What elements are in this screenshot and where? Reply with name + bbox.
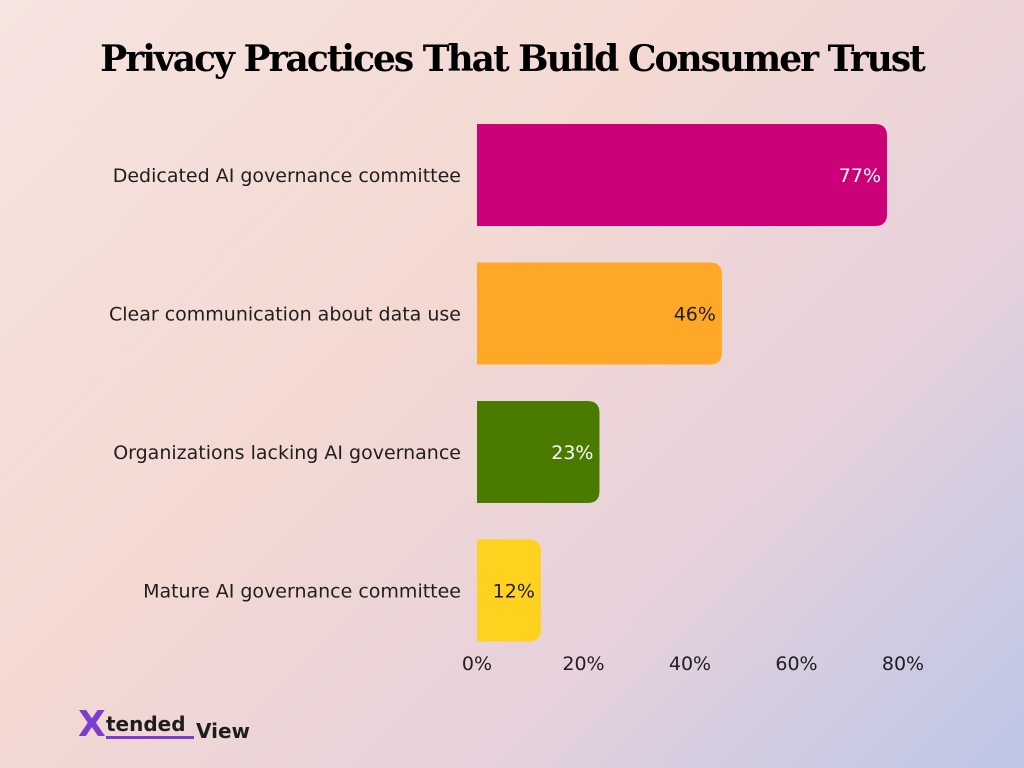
x-tick-label: 40% (669, 653, 711, 675)
x-tick-label: 60% (775, 653, 817, 675)
logo-underline (106, 736, 194, 739)
bar-1 (477, 124, 888, 226)
x-tick-label: 80% (882, 653, 924, 675)
x-tick-label: 20% (562, 653, 604, 675)
logo-mark: X (78, 704, 106, 745)
category-label: Dedicated AI governance committee (113, 165, 461, 187)
chart-title: Privacy Practices That Build Consumer Tr… (100, 38, 926, 80)
category-label: Mature AI governance committee (143, 581, 461, 603)
logo-word-view: View (196, 719, 250, 743)
category-label: Organizations lacking AI governance (113, 442, 461, 464)
xtendedview-logo: X tended View (78, 704, 250, 745)
category-label: Clear communication about data use (109, 304, 461, 326)
bar-2 (477, 262, 722, 365)
data-label: 77% (839, 165, 881, 187)
bar-3 (477, 401, 600, 503)
data-label: 12% (493, 581, 535, 603)
data-label: 23% (551, 442, 593, 464)
data-label: 46% (674, 304, 716, 326)
x-tick-label: 0% (462, 653, 492, 675)
bar-chart: Dedicated AI governance committee 77% Clea… (109, 124, 924, 675)
logo-word-tended: tended (106, 712, 186, 736)
bar-4 (477, 539, 541, 642)
